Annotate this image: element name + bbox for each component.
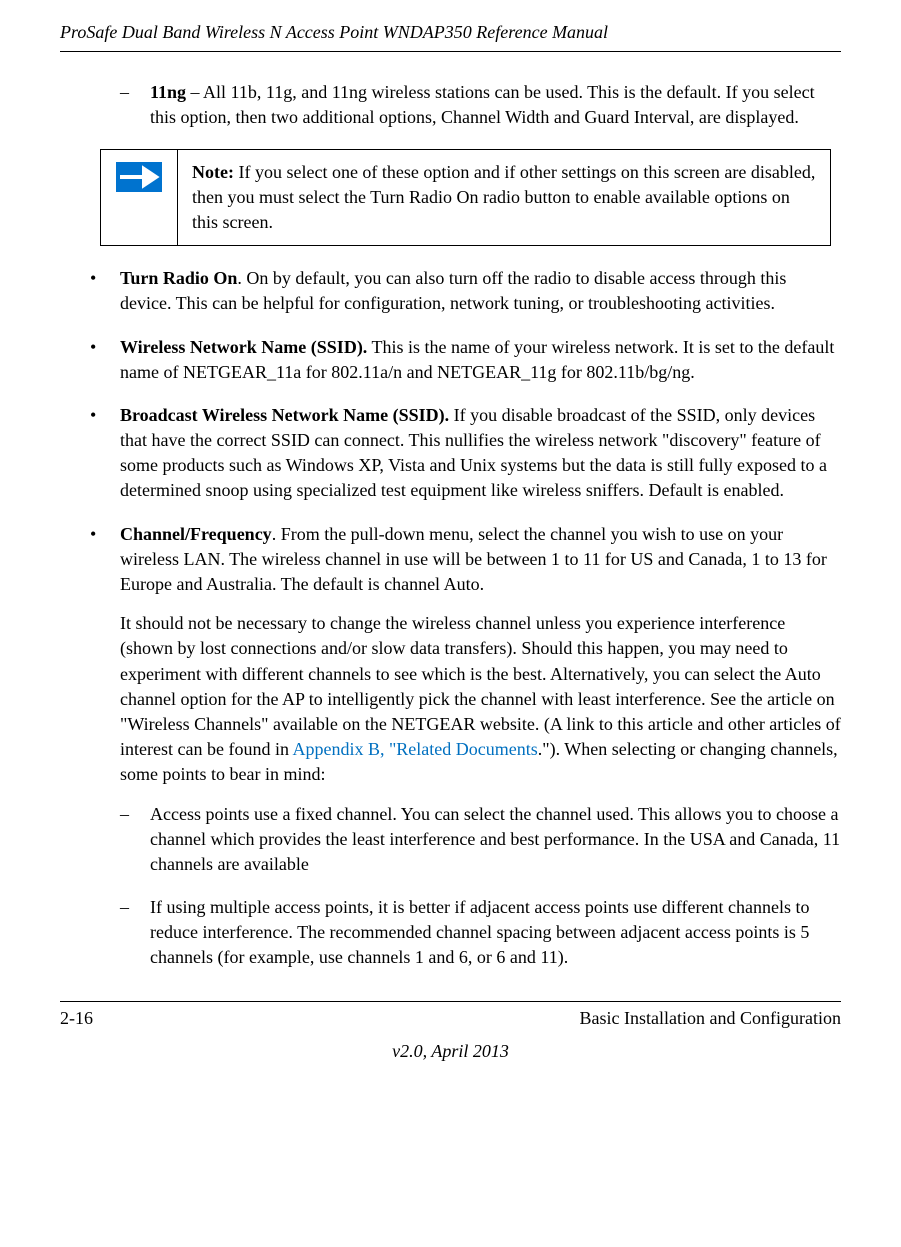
note-text-cell: Note: If you select one of these option …	[178, 150, 830, 246]
bullet-marker: •	[90, 335, 120, 385]
bullet-content: Channel/Frequency. From the pull-down me…	[120, 522, 841, 971]
bullet-marker: •	[90, 266, 120, 316]
dash-marker: –	[120, 802, 150, 878]
page-number: 2-16	[60, 1006, 93, 1031]
subitem-content: 11ng – All 11b, 11g, and 11ng wireless s…	[150, 80, 841, 130]
note-label: Note:	[192, 162, 234, 182]
note-box: Note: If you select one of these option …	[100, 149, 831, 247]
subitem-11ng: – 11ng – All 11b, 11g, and 11ng wireless…	[120, 80, 841, 130]
bullet-content: Broadcast Wireless Network Name (SSID). …	[120, 403, 841, 504]
arrow-icon	[116, 162, 162, 192]
footer: 2-16 Basic Installation and Configuratio…	[60, 1001, 841, 1064]
bullet-wireless-name: • Wireless Network Name (SSID). This is …	[90, 335, 841, 385]
sub-content: Access points use a fixed channel. You c…	[150, 802, 841, 878]
bullet-label: Turn Radio On	[120, 268, 237, 288]
footer-version: v2.0, April 2013	[60, 1039, 841, 1064]
section-title: Basic Installation and Configuration	[580, 1006, 841, 1031]
bullet-broadcast: • Broadcast Wireless Network Name (SSID)…	[90, 403, 841, 504]
appendix-link[interactable]: Appendix B, "Related Documents	[292, 739, 537, 759]
dash-marker: –	[120, 895, 150, 971]
bullet-channel: • Channel/Frequency. From the pull-down …	[90, 522, 841, 971]
bullet-marker: •	[90, 522, 120, 971]
bullet-label: Channel/Frequency	[120, 524, 272, 544]
bullet-p2-before: It should not be necessary to change the…	[120, 613, 841, 759]
note-icon-cell	[101, 150, 178, 246]
bullet-content: Wireless Network Name (SSID). This is th…	[120, 335, 841, 385]
bullet-label: Broadcast Wireless Network Name (SSID).	[120, 405, 449, 425]
subitem-label: 11ng	[150, 82, 186, 102]
dash-marker: –	[120, 80, 150, 130]
bullet-label: Wireless Network Name (SSID).	[120, 337, 367, 357]
header-rule	[60, 51, 841, 52]
sub-content: If using multiple access points, it is b…	[150, 895, 841, 971]
bullet-content: Turn Radio On. On by default, you can al…	[120, 266, 841, 316]
subitem-text: – All 11b, 11g, and 11ng wireless statio…	[150, 82, 815, 127]
bullet-turn-radio: • Turn Radio On. On by default, you can …	[90, 266, 841, 316]
note-text: If you select one of these option and if…	[192, 162, 815, 232]
bullet-marker: •	[90, 403, 120, 504]
header-title: ProSafe Dual Band Wireless N Access Poin…	[60, 20, 841, 45]
